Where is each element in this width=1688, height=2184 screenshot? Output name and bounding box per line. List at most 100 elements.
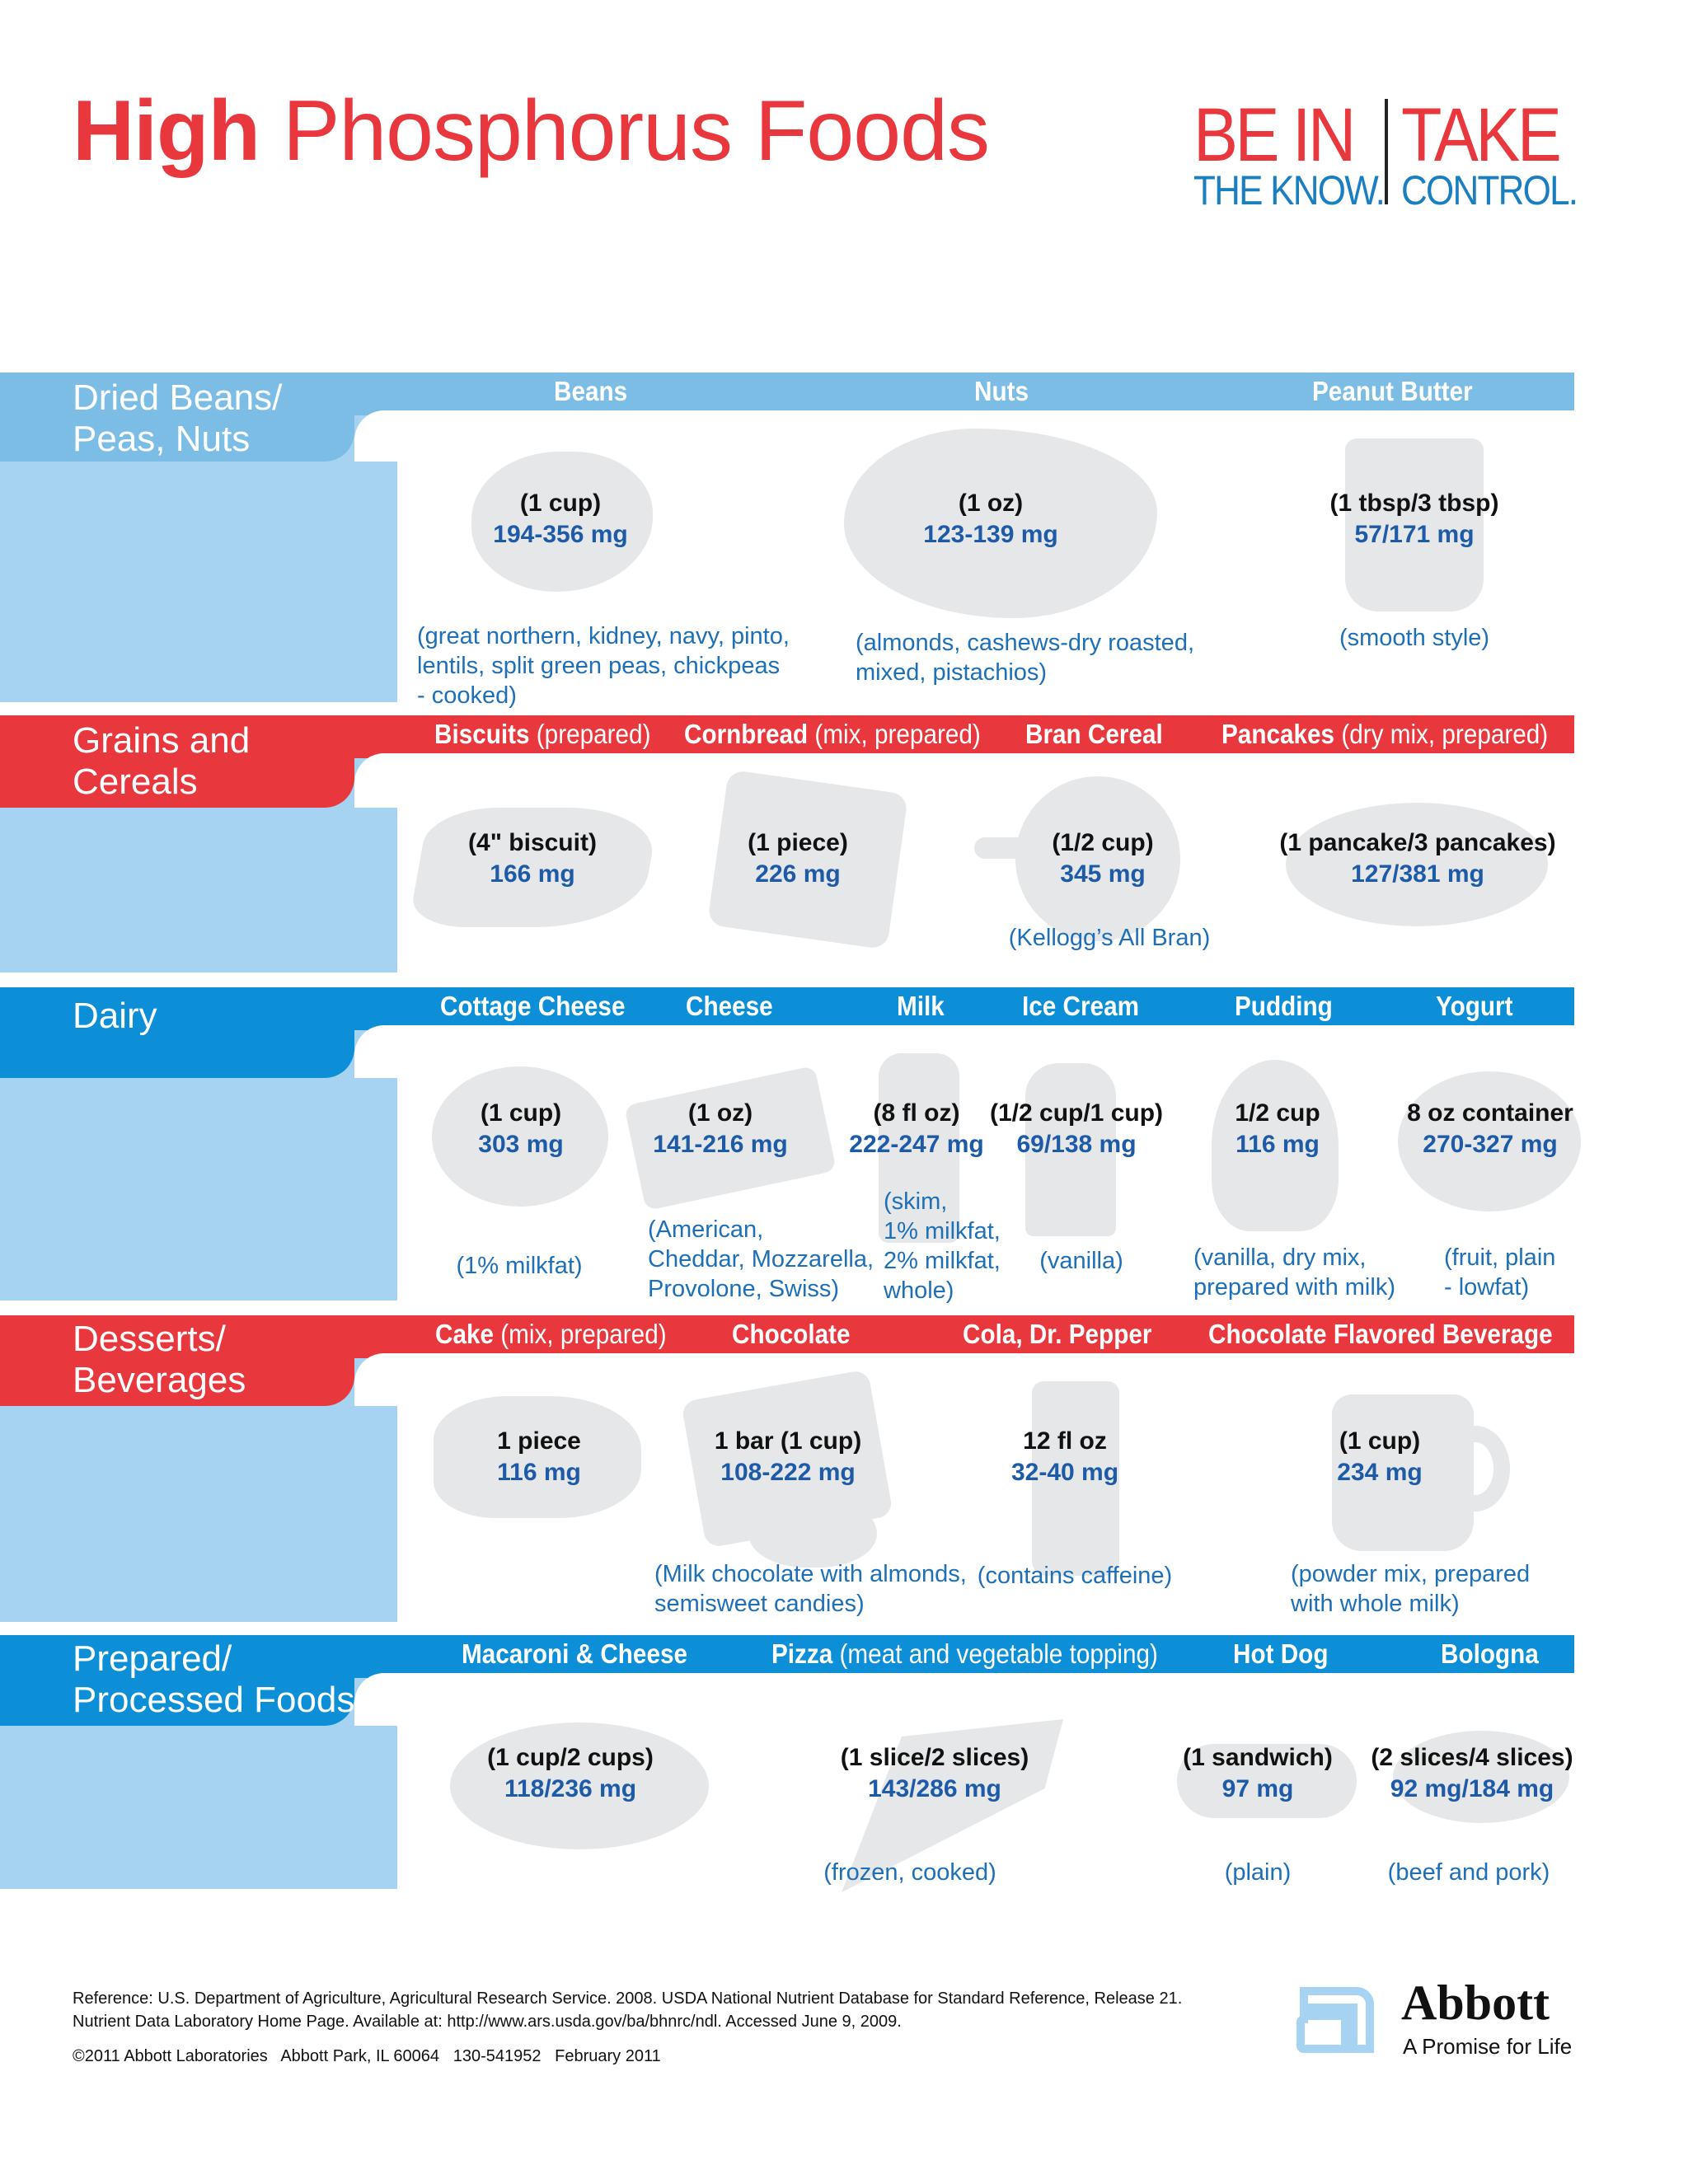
beans-category-label: Dried Beans/ Peas, Nuts bbox=[73, 377, 283, 459]
bologna-mg: 92 mg/184 mg bbox=[1390, 1775, 1554, 1802]
header-mac-cheese: Macaroni & Cheese bbox=[462, 1638, 688, 1669]
beans-tab-connector bbox=[354, 373, 397, 415]
header-pancakes-light: (dry mix, prepared) bbox=[1334, 719, 1549, 749]
desserts-tab-curve bbox=[354, 1353, 404, 1406]
grains-tab-curve bbox=[354, 753, 404, 808]
yogurt-note: (fruit, plain - lowfat) bbox=[1444, 1244, 1556, 1301]
beans-tab-curve bbox=[354, 410, 404, 462]
bran-cereal-mg: 345 mg bbox=[1060, 860, 1146, 888]
dairy-category-tab bbox=[0, 987, 354, 1078]
header-pizza-bold: Pizza bbox=[771, 1638, 833, 1669]
page-title: High Phosphorus Foods bbox=[73, 82, 990, 180]
bologna-portion: (2 slices/4 slices) bbox=[1371, 1744, 1573, 1771]
header-cornbread-light: (mix, prepared) bbox=[808, 719, 981, 749]
grains-category-label: Grains and Cereals bbox=[73, 720, 251, 802]
cake-portion: 1 piece bbox=[497, 1427, 581, 1455]
hot-dog-note: (plain) bbox=[1224, 1859, 1292, 1886]
header-pancakes-bold: Pancakes bbox=[1221, 719, 1335, 749]
milk-portion: (8 fl oz) bbox=[873, 1099, 960, 1127]
cake-icon bbox=[434, 1396, 641, 1518]
cheese-note: (American, Cheddar, Mozzarella, Provolon… bbox=[648, 1216, 874, 1302]
hot-dog-icon bbox=[1177, 1744, 1357, 1818]
choc-beverage-mg: 234 mg bbox=[1337, 1459, 1423, 1486]
footer-reference-line2: Nutrient Data Laboratory Home Page. Avai… bbox=[73, 2013, 902, 2031]
desserts-category-tab bbox=[0, 1315, 354, 1406]
pizza-note: (frozen, cooked) bbox=[823, 1859, 996, 1886]
prepared-tab-connector bbox=[354, 1635, 397, 1678]
pizza-mg: 143/286 mg bbox=[868, 1775, 1001, 1802]
pizza-portion: (1 slice/2 slices) bbox=[840, 1744, 1029, 1771]
chocolate-pieces-icon bbox=[748, 1493, 877, 1568]
header-pudding: Pudding bbox=[1235, 991, 1333, 1021]
bologna-note: (beef and pork) bbox=[1387, 1859, 1550, 1886]
grains-category-tab bbox=[0, 715, 354, 808]
header-bologna: Bologna bbox=[1441, 1638, 1539, 1669]
mac-cheese-icon bbox=[450, 1722, 709, 1849]
cola-glass-icon bbox=[1032, 1381, 1119, 1576]
abbott-tagline: A Promise for Life bbox=[1403, 2034, 1573, 2059]
yogurt-icon bbox=[1398, 1071, 1581, 1212]
header-hot-dog: Hot Dog bbox=[1233, 1638, 1329, 1669]
tagline-the-know: THE KNOW. bbox=[1193, 167, 1386, 213]
bran-cereal-portion: (1/2 cup) bbox=[1052, 829, 1154, 856]
hot-dog-portion: (1 sandwich) bbox=[1183, 1744, 1333, 1771]
header-cornbread-bold: Cornbread bbox=[684, 719, 809, 749]
cottage-cheese-icon bbox=[432, 1066, 608, 1207]
biscuits-portion: (4" biscuit) bbox=[468, 829, 597, 856]
cola-mg: 32-40 mg bbox=[1010, 1459, 1119, 1486]
cheese-mg: 141-216 mg bbox=[653, 1131, 788, 1158]
header-cake: Cake (mix, prepared) bbox=[435, 1315, 667, 1353]
header-cottage-cheese: Cottage Cheese bbox=[440, 991, 626, 1021]
peanut-butter-portion: (1 tbsp/3 tbsp) bbox=[1329, 490, 1499, 517]
header-chocolate: Chocolate bbox=[732, 1319, 851, 1349]
abbott-logo-icon bbox=[1294, 1985, 1380, 2055]
dairy-tab-connector bbox=[354, 987, 397, 1030]
yogurt-mg: 270-327 mg bbox=[1423, 1131, 1558, 1158]
desserts-category-label: Desserts/ Beverages bbox=[73, 1319, 246, 1400]
choc-beverage-portion: (1 cup) bbox=[1339, 1427, 1421, 1455]
dairy-header-band: Cottage Cheese Cheese Milk Ice Cream Pud… bbox=[397, 987, 1574, 1025]
header-biscuits-bold: Biscuits bbox=[434, 719, 530, 749]
biscuits-mg: 166 mg bbox=[490, 860, 575, 888]
nuts-note: (almonds, cashews-dry roasted, mixed, pi… bbox=[856, 630, 1194, 686]
cheese-portion: (1 oz) bbox=[687, 1099, 753, 1127]
ice-cream-mg: 69/138 mg bbox=[1016, 1131, 1137, 1158]
header-biscuits: Biscuits (prepared) bbox=[434, 715, 650, 753]
mac-cheese-mg: 118/236 mg bbox=[504, 1775, 637, 1802]
milk-mg: 222-247 mg bbox=[849, 1131, 984, 1158]
nuts-mg: 123-139 mg bbox=[923, 521, 1058, 548]
mac-cheese-portion: (1 cup/2 cups) bbox=[487, 1744, 654, 1771]
header-pizza: Pizza (meat and vegetable topping) bbox=[771, 1635, 1158, 1673]
tagline-divider bbox=[1385, 99, 1388, 204]
pudding-mg: 116 mg bbox=[1236, 1131, 1320, 1158]
mug-handle-icon bbox=[1441, 1426, 1510, 1511]
dairy-tab-curve bbox=[354, 1025, 404, 1078]
chocolate-note: (Milk chocolate with almonds, semisweet … bbox=[654, 1561, 967, 1617]
tagline-control: CONTROL. bbox=[1401, 167, 1578, 213]
dairy-category-label: Dairy bbox=[73, 996, 157, 1036]
footer-reference-line1: Reference: U.S. Department of Agricultur… bbox=[73, 1990, 1183, 2008]
cola-note: (contains caffeine) bbox=[977, 1563, 1173, 1589]
header-beans: Beans bbox=[554, 376, 628, 406]
desserts-header-band: Cake (mix, prepared) Chocolate Cola, Dr.… bbox=[397, 1315, 1574, 1353]
pudding-icon bbox=[1212, 1060, 1339, 1231]
beans-note: (great northern, kidney, navy, pinto, le… bbox=[417, 623, 790, 709]
tagline-take: TAKE bbox=[1401, 93, 1562, 177]
cornbread-portion: (1 piece) bbox=[748, 829, 848, 856]
bran-cereal-note: (Kellogg’s All Bran) bbox=[1008, 925, 1211, 951]
choc-beverage-note: (powder mix, prepared with whole milk) bbox=[1291, 1561, 1531, 1617]
header-yogurt: Yogurt bbox=[1436, 991, 1513, 1021]
bran-cereal-bowl-icon bbox=[1015, 776, 1180, 941]
tagline-be-in: BE IN bbox=[1193, 93, 1356, 177]
header-cheese: Cheese bbox=[686, 991, 773, 1021]
cornbread-mg: 226 mg bbox=[755, 860, 841, 888]
header-cake-bold: Cake bbox=[435, 1319, 495, 1349]
header-ice-cream: Ice Cream bbox=[1022, 991, 1139, 1021]
pudding-portion: 1/2 cup bbox=[1235, 1099, 1320, 1127]
beans-portion: (1 cup) bbox=[519, 490, 602, 517]
header-bran-cereal: Bran Cereal bbox=[1025, 719, 1163, 749]
abbott-brand: Abbott bbox=[1401, 1975, 1550, 2030]
grains-tab-connector bbox=[354, 715, 397, 758]
pancakes-icon bbox=[1286, 803, 1548, 926]
chocolate-portion: 1 bar (1 cup) bbox=[714, 1427, 862, 1455]
